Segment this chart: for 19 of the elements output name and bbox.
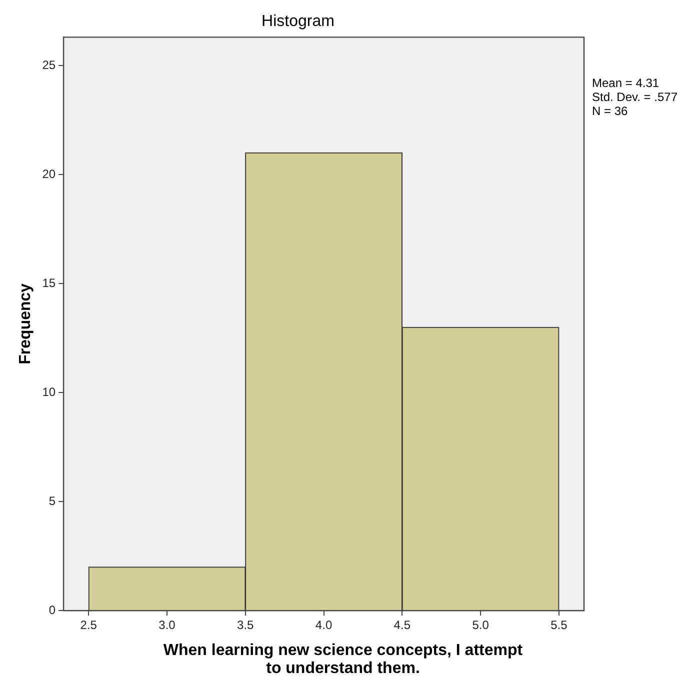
x-tick-label: 5.0 <box>472 618 490 632</box>
y-tick-label: 15 <box>42 276 56 290</box>
y-tick-label: 25 <box>42 58 56 72</box>
text: Std. Dev. = .577 <box>592 90 678 104</box>
y-tick-label: 5 <box>48 494 56 508</box>
text: N = 36 <box>592 104 629 118</box>
x-tick-label: 4.0 <box>315 618 332 632</box>
text: Mean = 4.31 <box>592 76 660 90</box>
x-axis-title: When learning new science concepts, I attempt to understand them. <box>162 642 524 678</box>
y-tick-label: 20 <box>42 166 56 181</box>
x-tick-label: 4.5 <box>394 618 411 632</box>
x-tick-label: 3.0 <box>158 618 176 632</box>
x-tick-label: 5.5 <box>550 618 568 632</box>
y-tick-label: 0 <box>48 602 56 617</box>
y-tick-label: 10 <box>42 384 56 399</box>
x-tick-label: 2.5 <box>80 618 98 632</box>
y-axis-title: Frequency <box>17 283 34 364</box>
chart-title: Histogram <box>262 13 334 30</box>
x-tick-label: 3.5 <box>237 618 254 632</box>
